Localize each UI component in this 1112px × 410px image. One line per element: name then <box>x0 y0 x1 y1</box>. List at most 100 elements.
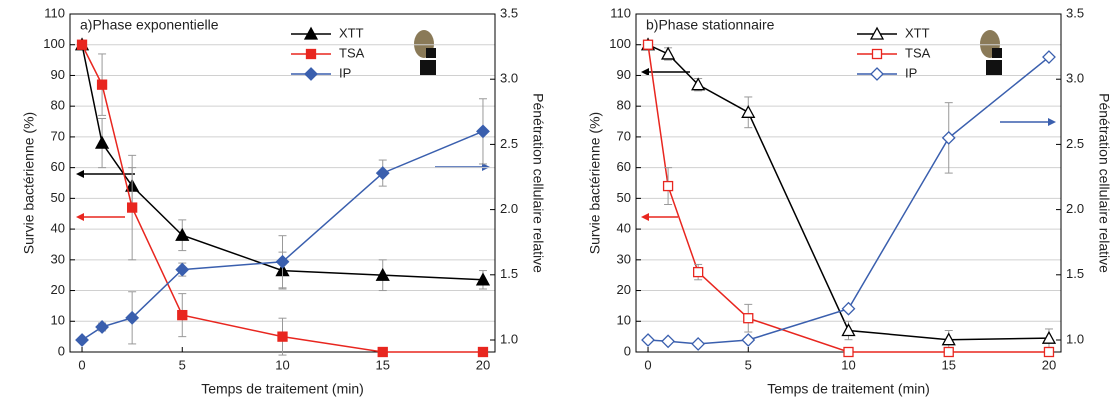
marker <box>741 333 756 347</box>
y2-tick-label: 1.5 <box>1066 266 1084 281</box>
marker <box>275 254 290 269</box>
y2-tick-label: 2.5 <box>500 136 518 151</box>
marker <box>661 334 675 349</box>
marker <box>95 320 109 334</box>
y2-tick-label: 1.5 <box>500 266 518 281</box>
panel-title: b)Phase stationnaire <box>646 17 775 33</box>
marker <box>1042 50 1056 64</box>
y2-tick-label: 3.5 <box>500 5 518 20</box>
marker <box>941 130 956 145</box>
marker <box>76 39 88 50</box>
y-tick-label: 50 <box>51 190 65 205</box>
marker <box>641 333 655 347</box>
series-line <box>647 44 1049 341</box>
panel: 01020304050607080901001101.01.52.02.53.0… <box>21 5 547 396</box>
y2-tick-label: 2.0 <box>1066 201 1084 216</box>
y-tick-label: 0 <box>58 343 65 358</box>
y2-tick-label: 2.5 <box>1066 136 1084 151</box>
legend-label: TSA <box>339 45 365 60</box>
y2-tick-label: 1.0 <box>500 331 518 346</box>
marker <box>941 332 956 346</box>
legend-label: IP <box>905 65 917 80</box>
y-tick-label: 10 <box>51 313 65 328</box>
x-tick-label: 5 <box>745 357 752 372</box>
legend-label: XTT <box>905 25 930 40</box>
y-tick-label: 0 <box>624 343 631 358</box>
marker <box>1041 330 1057 344</box>
marker <box>692 266 704 278</box>
x-tick-label: 0 <box>644 357 651 372</box>
marker <box>871 48 883 60</box>
marker <box>75 333 89 347</box>
x-tick-label: 5 <box>179 357 186 372</box>
marker <box>943 346 954 358</box>
y-tick-label: 80 <box>617 98 631 113</box>
x-tick-label: 0 <box>78 357 85 372</box>
y-tick-label: 110 <box>610 5 631 20</box>
marker <box>841 301 856 316</box>
marker <box>175 262 190 277</box>
marker <box>177 309 188 321</box>
x-axis-title: Temps de traitement (min) <box>201 381 364 397</box>
marker <box>94 135 110 149</box>
marker <box>660 46 676 60</box>
arrow-head <box>641 68 649 76</box>
marker <box>1043 346 1055 358</box>
y2-axis-title: Pénétration cellulaire relative <box>1096 93 1112 273</box>
y-tick-label: 40 <box>51 221 65 236</box>
x-axis-title: Temps de traitement (min) <box>767 381 930 397</box>
marker <box>277 331 288 342</box>
y-tick-label: 20 <box>51 282 65 297</box>
y-tick-label: 60 <box>51 159 65 174</box>
marker <box>304 67 318 81</box>
legend-label: IP <box>339 65 351 80</box>
y-tick-label: 50 <box>617 190 631 205</box>
marker <box>869 26 885 40</box>
marker <box>377 346 388 358</box>
icon-square <box>420 60 436 76</box>
y-axis-title: Survie bactérienne (%) <box>587 112 603 254</box>
y2-tick-label: 3.5 <box>1066 5 1084 20</box>
marker <box>375 166 390 181</box>
marker <box>841 323 856 337</box>
y2-tick-label: 3.0 <box>500 71 518 86</box>
icon-square <box>426 48 436 58</box>
y-tick-label: 40 <box>617 221 631 236</box>
x-tick-label: 20 <box>1042 357 1056 372</box>
marker <box>96 79 108 90</box>
marker <box>691 77 706 91</box>
panel: 01020304050607080901001101.01.52.02.53.0… <box>587 5 1112 396</box>
arrow-head <box>1048 118 1056 126</box>
x-tick-label: 10 <box>275 357 289 372</box>
marker <box>475 272 491 286</box>
legend-label: TSA <box>905 45 931 60</box>
marker <box>125 310 140 325</box>
arrow-head <box>641 213 649 221</box>
marker <box>843 346 854 358</box>
series-line <box>647 56 1050 345</box>
marker <box>642 39 654 50</box>
marker <box>305 48 317 60</box>
y-tick-label: 90 <box>51 67 65 82</box>
y-tick-label: 80 <box>51 98 65 113</box>
y2-tick-label: 2.0 <box>500 201 518 216</box>
annotations <box>76 68 1056 221</box>
panel-title: a)Phase exponentielle <box>80 17 219 33</box>
marker <box>743 313 754 324</box>
marker <box>126 202 138 213</box>
y-tick-label: 30 <box>51 251 65 266</box>
icon-square <box>986 60 1002 76</box>
arrow-head <box>76 213 84 221</box>
y2-tick-label: 3.0 <box>1066 71 1084 86</box>
marker <box>375 267 390 281</box>
y-tick-label: 10 <box>617 313 631 328</box>
y2-tick-label: 1.0 <box>1066 331 1084 346</box>
y-tick-label: 110 <box>44 5 65 20</box>
marker <box>662 180 674 192</box>
icon <box>414 30 1002 76</box>
arrow-head <box>76 170 84 178</box>
legend-label: XTT <box>339 25 364 40</box>
y-axis-title: Survie bactérienne (%) <box>21 112 37 254</box>
marker <box>691 336 706 351</box>
